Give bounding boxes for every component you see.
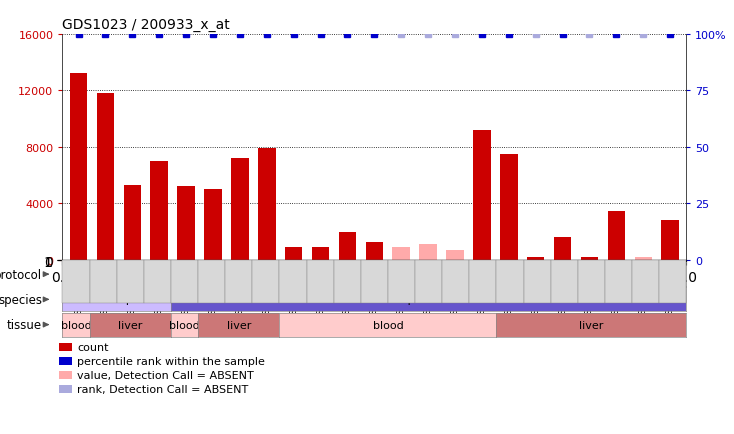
Bar <box>554 238 571 260</box>
Text: liver: liver <box>579 320 603 330</box>
Bar <box>258 149 275 260</box>
Text: protocol: protocol <box>0 268 42 281</box>
Text: liver: liver <box>227 320 251 330</box>
Text: count: count <box>77 342 109 352</box>
Text: Homo sapiens: Homo sapiens <box>77 295 156 305</box>
Bar <box>393 248 410 260</box>
Text: normal: normal <box>192 270 231 279</box>
Text: HSC engraftment: HSC engraftment <box>475 270 572 279</box>
Bar <box>473 131 490 260</box>
Text: percentile rank within the sample: percentile rank within the sample <box>77 356 265 366</box>
Bar <box>312 248 330 260</box>
Text: blood: blood <box>169 320 200 330</box>
Bar <box>446 250 464 260</box>
Bar <box>97 94 115 260</box>
Bar <box>634 257 652 260</box>
Text: blood: blood <box>61 320 91 330</box>
Bar <box>231 159 249 260</box>
Text: tissue: tissue <box>7 319 42 331</box>
Bar <box>204 190 222 260</box>
Bar <box>500 155 517 260</box>
Bar <box>123 186 141 260</box>
Text: liver: liver <box>118 320 142 330</box>
Bar <box>150 161 168 260</box>
Text: species: species <box>0 293 42 306</box>
Bar <box>527 257 545 260</box>
Text: rank, Detection Call = ABSENT: rank, Detection Call = ABSENT <box>77 384 248 394</box>
Text: blood: blood <box>373 320 403 330</box>
Bar <box>338 232 356 260</box>
Text: Capra hircus: Capra hircus <box>393 295 464 305</box>
Bar <box>608 211 625 260</box>
Bar <box>178 187 195 260</box>
Text: GDS1023 / 200933_x_at: GDS1023 / 200933_x_at <box>62 18 230 32</box>
Bar <box>366 242 383 260</box>
Bar <box>661 221 679 260</box>
Bar <box>285 248 302 260</box>
Bar <box>70 74 87 260</box>
Bar <box>419 245 437 260</box>
Text: value, Detection Call = ABSENT: value, Detection Call = ABSENT <box>77 370 254 380</box>
Bar <box>581 257 598 260</box>
